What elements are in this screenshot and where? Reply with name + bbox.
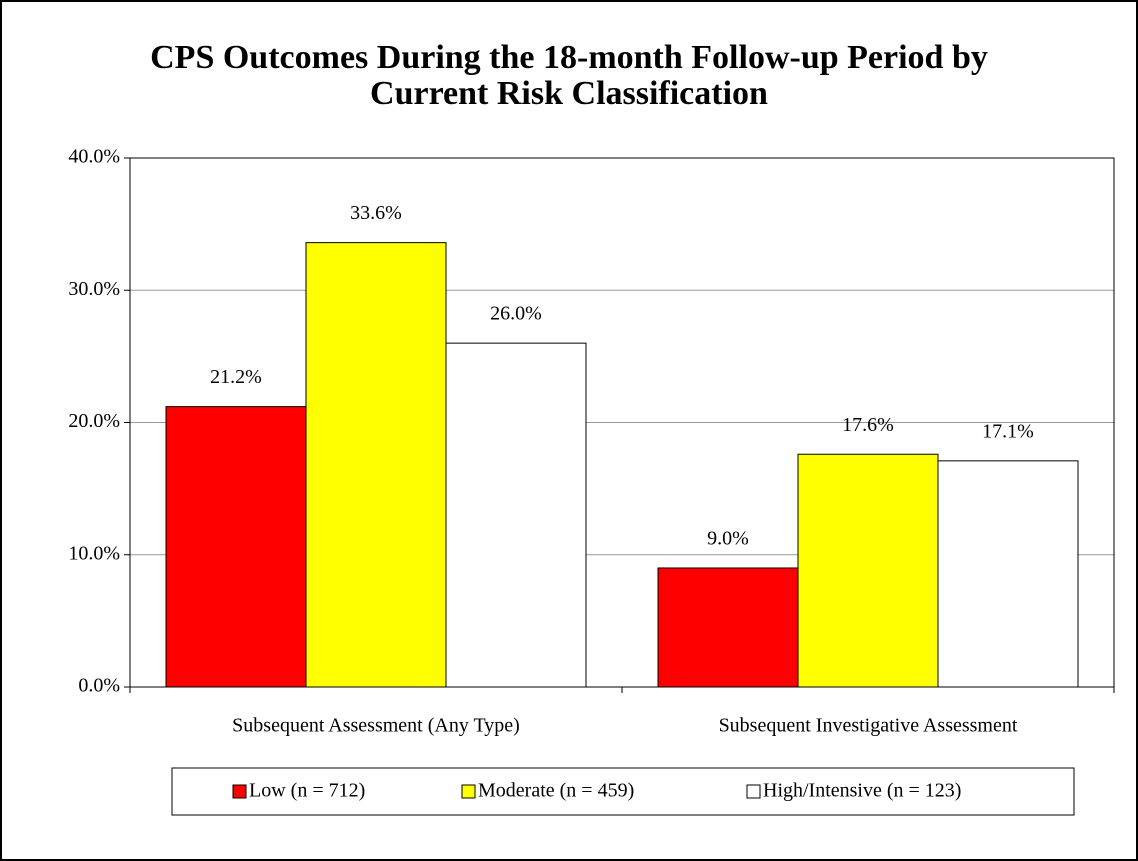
data-label: 9.0% [707, 528, 749, 550]
y-tick-label: 40.0% [68, 146, 120, 168]
legend-swatch [746, 784, 761, 799]
bar [445, 342, 587, 688]
bar [797, 453, 939, 688]
x-tick-label: Subsequent Investigative Assessment [719, 715, 1018, 737]
legend-swatch [232, 784, 247, 799]
chart-title: CPS Outcomes During the 18-month Follow-… [150, 39, 988, 112]
data-label: 17.1% [982, 420, 1034, 442]
y-tick-label: 10.0% [68, 542, 120, 564]
x-tick-label: Subsequent Assessment (Any Type) [232, 715, 520, 737]
legend-label: High/Intensive (n = 123) [763, 780, 961, 802]
legend-label: Low (n = 712) [249, 780, 365, 802]
y-tick-label: 30.0% [68, 278, 120, 300]
data-label: 26.0% [490, 303, 542, 325]
data-label: 33.6% [350, 202, 402, 224]
y-tick-label: 20.0% [68, 410, 120, 432]
bar [305, 242, 447, 688]
bar [657, 567, 799, 688]
legend-box [171, 767, 1075, 816]
bar [937, 460, 1079, 688]
data-label: 21.2% [210, 366, 262, 388]
legend-swatch [461, 784, 476, 799]
bar [165, 406, 307, 688]
legend-label: Moderate (n = 459) [478, 780, 634, 802]
y-tick-label: 0.0% [78, 675, 120, 697]
data-label: 17.6% [842, 414, 894, 436]
